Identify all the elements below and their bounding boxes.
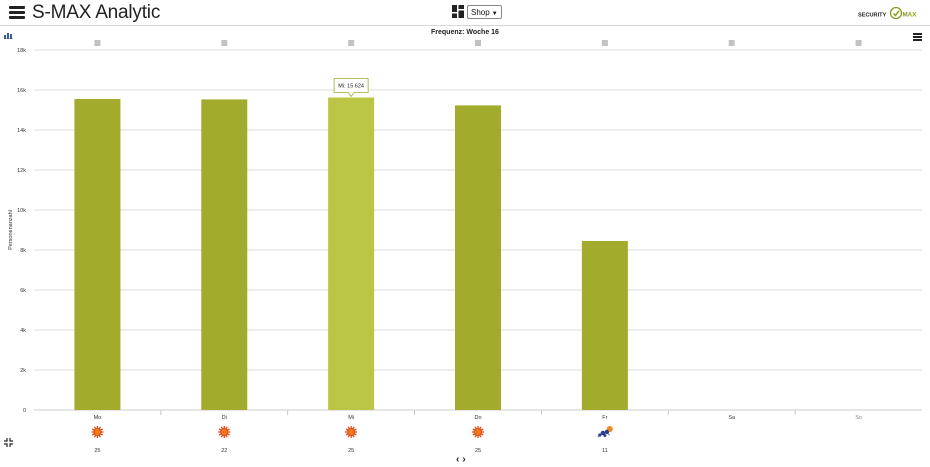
app-title: S-MAX Analytic [32, 2, 161, 23]
chart-context-menu-icon[interactable] [913, 33, 922, 41]
temperature-label: 11 [602, 448, 608, 454]
collapse-icon[interactable] [4, 438, 13, 447]
shop-select[interactable]: Shop ▼ [467, 5, 502, 19]
x-tick-label: Do [474, 415, 481, 421]
bar-fr[interactable] [581, 241, 628, 410]
chart-panel: Frequenz: Woche 16 0 2k 4k 6k 8k 10k 12k 14k 16k… [0, 26, 930, 467]
previous-week-icon[interactable]: ‹ [456, 454, 463, 465]
y-axis-label: Personenanzahl [8, 210, 14, 250]
chart-title: Frequenz: Woche 16 [431, 29, 499, 36]
y-tick-label: 4k [20, 328, 26, 334]
temperature-label: 25 [94, 448, 100, 454]
legend-marker[interactable] [728, 40, 735, 46]
rain-sun-icon [597, 426, 613, 438]
sun-icon [345, 426, 358, 438]
chevron-down-icon: ▼ [491, 11, 498, 17]
shop-select-value: Shop [471, 8, 490, 17]
security-max-logo: SECURITY MAX [858, 6, 924, 20]
tooltip-text: Mi: 15 624 [338, 84, 364, 90]
sun-icon [91, 426, 104, 438]
legend-marker[interactable] [221, 40, 228, 46]
temperature-label: 25 [348, 448, 354, 454]
next-week-icon[interactable]: › [462, 454, 469, 465]
y-tick-label: 8k [20, 248, 26, 254]
y-tick-label: 16k [17, 88, 26, 94]
bar-chart: 0 2k 4k 6k 8k 10k 12k 14k 16k 18k Personenanzahl Mo… [8, 40, 922, 454]
sun-icon [218, 426, 231, 438]
app-header: S-MAX Analytic Shop ▼ SECURITY MAX [0, 0, 930, 26]
y-tick-label: 0 [23, 408, 26, 414]
bar-mi[interactable] [328, 97, 375, 411]
sun-icon [472, 426, 484, 438]
main-menu-icon[interactable] [9, 6, 25, 19]
temperature-label: 22 [221, 448, 227, 454]
temperature-label: 25 [475, 448, 481, 454]
y-tick-label: 18k [17, 48, 26, 54]
legend-marker[interactable] [94, 40, 101, 46]
legend-marker[interactable] [475, 40, 481, 46]
y-tick-label: 12k [17, 168, 26, 174]
logo-text-left: SECURITY [858, 13, 887, 19]
y-tick-label: 14k [17, 128, 26, 134]
bar-mo[interactable] [74, 99, 121, 410]
y-tick-label: 10k [17, 208, 26, 214]
tooltip-box [333, 78, 369, 98]
dashboard-icon[interactable] [452, 5, 464, 18]
x-tick-label: Mi [348, 415, 354, 421]
week-navigation[interactable]: ‹› [456, 454, 469, 465]
x-tick-label: Sa [728, 415, 736, 421]
legend-marker[interactable] [348, 40, 355, 46]
x-tick-label: Mo [94, 415, 102, 421]
x-tick-label: Fr [602, 415, 607, 421]
legend-marker[interactable] [855, 40, 862, 46]
legend-marker[interactable] [601, 40, 608, 46]
bar-di[interactable] [201, 99, 248, 411]
y-tick-label: 6k [20, 288, 26, 294]
chart-type-icon[interactable] [4, 32, 13, 39]
x-tick-label: So [855, 415, 862, 421]
y-tick-label: 2k [20, 368, 26, 374]
logo-text-right: MAX [903, 12, 918, 19]
x-tick-label: Di [222, 415, 227, 421]
bar-do[interactable] [455, 105, 501, 411]
